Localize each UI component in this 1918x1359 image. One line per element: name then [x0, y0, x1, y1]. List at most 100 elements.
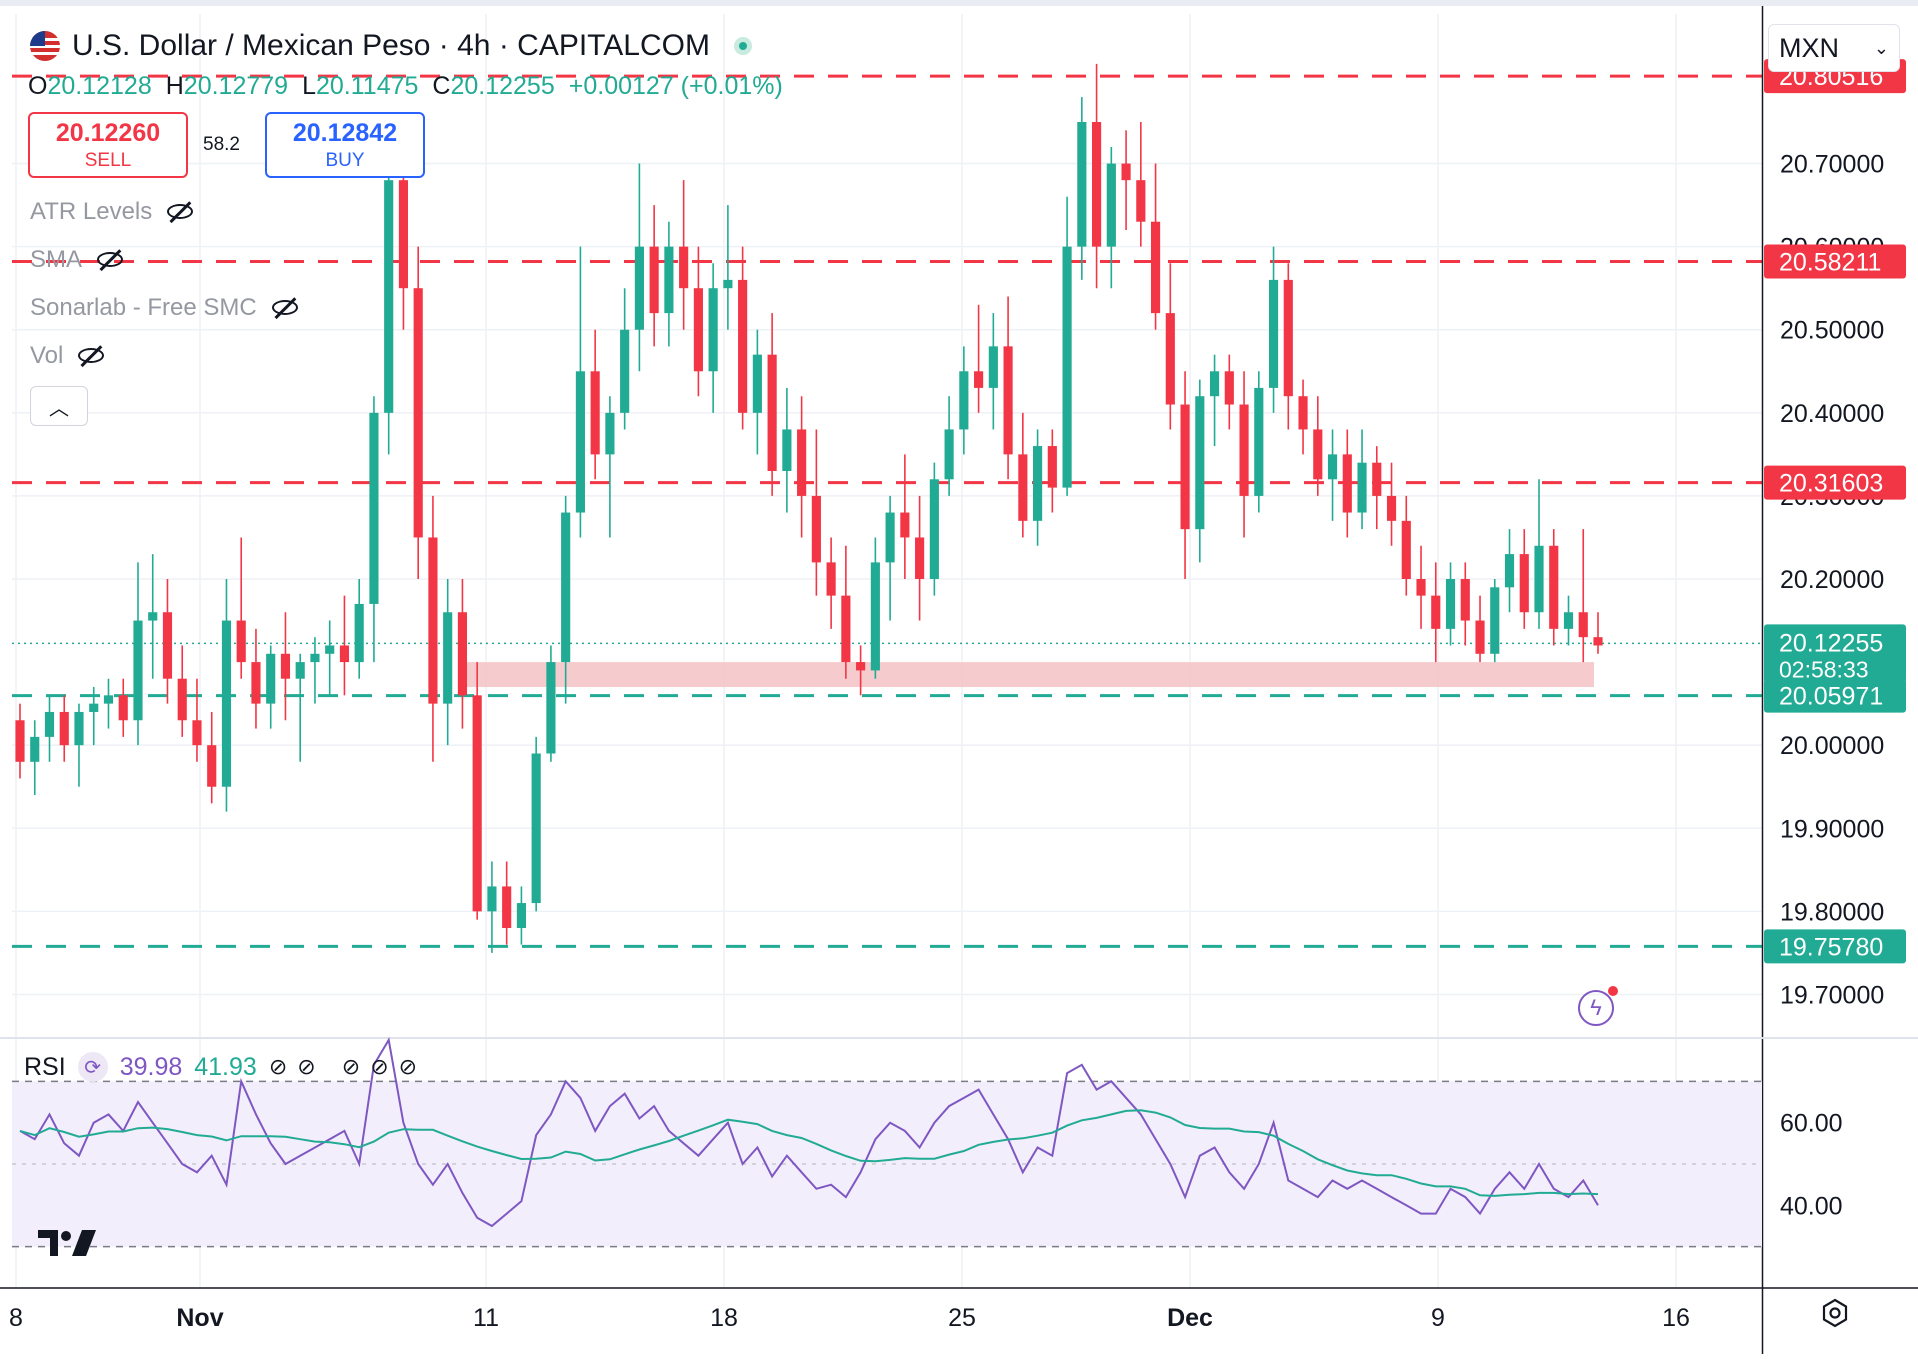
indicator-sonarlab[interactable]: Sonarlab - Free SMC [30, 294, 301, 322]
candle-body [266, 653, 276, 704]
candle-body [516, 903, 526, 928]
currency-selector[interactable]: MXN ⌄ [1768, 24, 1900, 72]
candle-body [1431, 595, 1441, 629]
eye-hidden-icon[interactable] [77, 345, 107, 367]
indicator-label: ATR Levels [30, 198, 153, 225]
candle-body [1254, 387, 1264, 496]
candle-body [457, 612, 468, 696]
lightning-alert-icon[interactable]: ϟ [1578, 986, 1618, 1026]
level-label-bg [1764, 678, 1906, 713]
candle-body [89, 703, 99, 712]
candle-body [1519, 554, 1529, 613]
time-tick-label: 11 [473, 1304, 499, 1332]
candle-body [1283, 279, 1293, 397]
level-label-bg [1764, 465, 1906, 500]
candle-body [162, 612, 173, 679]
close-label: C [432, 72, 451, 100]
candle-body [693, 288, 703, 372]
chevron-down-icon: ⌄ [1873, 37, 1889, 58]
market-open-indicator [733, 37, 752, 55]
indicator-label: Vol [30, 342, 64, 369]
candle-body [1209, 371, 1220, 397]
candle-body [1593, 637, 1603, 646]
price-tick-label: 19.90000 [1780, 815, 1884, 843]
refresh-icon[interactable]: ⟳ [77, 1052, 108, 1082]
candle-body [472, 695, 482, 912]
time-tick-label: 8 [9, 1304, 23, 1332]
candle-body [1298, 396, 1308, 430]
change-value: +0.00127 (+0.01%) [568, 72, 783, 100]
candle-body [634, 246, 644, 330]
price-tick-label: 19.80000 [1780, 898, 1884, 926]
sell-button[interactable]: 20.12260 SELL [28, 112, 188, 178]
candle-body [118, 695, 128, 721]
price-tick-label: 20.70000 [1780, 151, 1884, 179]
open-value: 20.12128 [47, 72, 152, 100]
candle-body [339, 645, 350, 663]
candle-body [738, 279, 748, 413]
time-tick-label: Dec [1167, 1304, 1213, 1332]
indicator-atr-levels[interactable]: ATR Levels [30, 198, 196, 226]
candle-body [148, 612, 158, 621]
candle-body [295, 662, 305, 679]
candle-body [236, 620, 246, 663]
candle-body [679, 246, 689, 289]
candle-body [1416, 579, 1426, 596]
eye-hidden-icon[interactable] [166, 201, 196, 223]
candle-body [502, 886, 512, 928]
price-tick-label: 20.00000 [1780, 732, 1884, 760]
candle-body [1239, 404, 1249, 496]
candle-body [575, 371, 585, 513]
tradingview-logo-icon[interactable] [36, 1226, 98, 1269]
settings-icon[interactable] [1820, 1298, 1850, 1335]
time-tick-label: Nov [176, 1304, 223, 1332]
buy-label: BUY [325, 149, 365, 171]
candle-body [310, 653, 320, 663]
candle-body [1106, 163, 1116, 247]
indicator-vol[interactable]: Vol [30, 342, 107, 370]
high-value: 20.12779 [183, 72, 289, 100]
candle-body [1475, 620, 1485, 654]
eye-hidden-icon[interactable] [271, 297, 301, 319]
candle-body [767, 354, 777, 471]
candle-body [723, 279, 733, 289]
level-label: 19.75780 [1779, 933, 1883, 961]
candle-body [74, 711, 84, 746]
candle-body [797, 429, 807, 496]
candle-body [1018, 454, 1028, 521]
time-tick-label: 16 [1662, 1304, 1690, 1332]
candle-body [354, 603, 364, 663]
symbol-title[interactable]: U.S. Dollar / Mexican Peso · 4h · CAPITA… [72, 29, 710, 62]
price-tick-label: 20.50000 [1780, 317, 1884, 345]
rsi-label[interactable]: RSI [24, 1052, 66, 1081]
candle-body [487, 886, 497, 912]
top-border [0, 0, 1918, 6]
price-tick-label: 19.70000 [1780, 981, 1884, 1009]
rsi-legend: RSI ⟳ 39.98 41.93 ⊘⊘ ⊘⊘⊘ [24, 1052, 427, 1082]
candle-body [1195, 396, 1205, 530]
support-zone [464, 662, 1594, 688]
candle-body [1460, 579, 1470, 621]
indicator-sma[interactable]: SMA [30, 246, 126, 274]
level-label-bg [1764, 929, 1906, 964]
buy-button[interactable]: 20.12842 BUY [265, 112, 425, 178]
candle-body [280, 653, 291, 679]
candle-body [1578, 612, 1588, 638]
rsi-line [19, 1037, 1599, 1228]
candle-body [546, 662, 556, 754]
candle-body [1165, 313, 1175, 405]
candle-body [929, 479, 939, 580]
eye-hidden-icon[interactable] [96, 249, 126, 271]
collapse-indicators-button[interactable]: ︿ [30, 386, 88, 426]
time-tick-label: 25 [948, 1304, 976, 1332]
candle-body [752, 354, 762, 413]
symbol-header: U.S. Dollar / Mexican Peso · 4h · CAPITA… [28, 22, 752, 70]
candle-body [1357, 462, 1367, 513]
candle-body [1504, 554, 1515, 588]
candle-body [192, 720, 202, 746]
candle-body [1534, 545, 1544, 613]
candle-body [398, 180, 409, 289]
candle-body [1121, 163, 1131, 181]
